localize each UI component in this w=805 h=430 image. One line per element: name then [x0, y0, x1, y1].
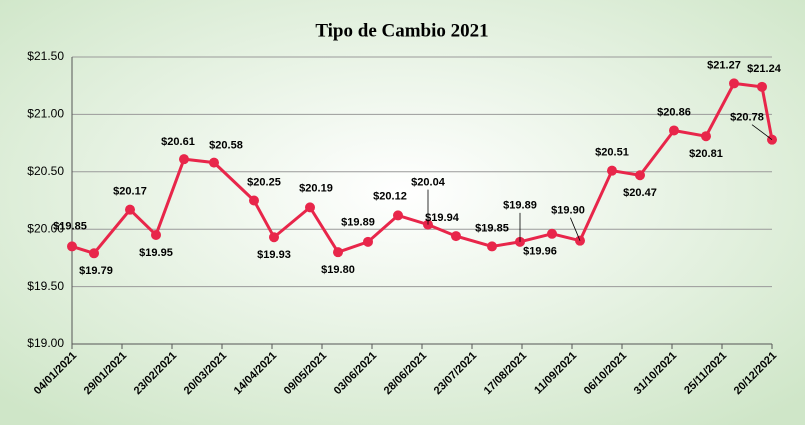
data-point — [333, 247, 343, 258]
value-label: $20.61 — [161, 136, 195, 148]
value-label: $20.78 — [730, 112, 764, 124]
data-point — [729, 78, 739, 89]
data-point — [209, 157, 219, 168]
y-tick-label: $21.50 — [27, 49, 64, 63]
value-label: $20.58 — [209, 140, 243, 152]
value-label: $20.25 — [247, 176, 281, 188]
data-point — [363, 236, 373, 247]
data-point — [451, 231, 461, 242]
value-label: $19.89 — [341, 217, 375, 229]
value-label: $20.12 — [373, 190, 407, 202]
chart-title: Tipo de Cambio 2021 — [315, 20, 488, 41]
y-tick-label: $20.50 — [27, 164, 64, 178]
data-point — [249, 195, 259, 206]
data-point — [701, 131, 711, 142]
value-label: $19.85 — [475, 222, 509, 234]
value-label: $20.81 — [689, 148, 723, 160]
leader-line — [751, 124, 773, 140]
value-label: $19.80 — [321, 264, 355, 276]
data-point — [125, 204, 135, 215]
value-label: $19.85 — [53, 220, 87, 232]
data-point — [607, 165, 617, 176]
data-point — [67, 241, 77, 252]
value-label: $19.95 — [139, 247, 173, 259]
value-label: $20.51 — [595, 147, 629, 159]
value-label: $21.27 — [707, 59, 741, 71]
data-point — [635, 170, 645, 181]
data-point — [151, 229, 161, 240]
value-label: $21.24 — [747, 63, 782, 75]
y-tick-label: $20.00 — [27, 221, 64, 235]
value-label: $19.94 — [425, 212, 460, 224]
y-tick-label: $19.50 — [27, 279, 64, 293]
data-point — [269, 232, 279, 243]
value-label: $19.93 — [257, 249, 291, 261]
value-label: $19.90 — [551, 205, 585, 217]
data-point — [393, 210, 403, 221]
data-point — [669, 125, 679, 136]
y-tick-label: $19.00 — [27, 336, 64, 350]
value-label: $19.96 — [523, 246, 557, 258]
value-label: $20.19 — [299, 182, 333, 194]
value-label: $20.86 — [657, 106, 691, 118]
data-point — [487, 241, 497, 252]
value-label: $19.89 — [503, 200, 537, 212]
data-point — [89, 248, 99, 259]
data-point — [179, 154, 189, 165]
data-point — [757, 81, 767, 92]
value-label: $20.04 — [411, 177, 446, 189]
y-tick-label: $21.00 — [27, 107, 64, 121]
leader-line — [570, 217, 581, 241]
data-point — [305, 202, 315, 213]
value-label: $20.47 — [623, 187, 657, 199]
data-point — [547, 228, 557, 239]
value-label: $19.79 — [79, 265, 113, 277]
value-label: $20.17 — [113, 186, 147, 198]
